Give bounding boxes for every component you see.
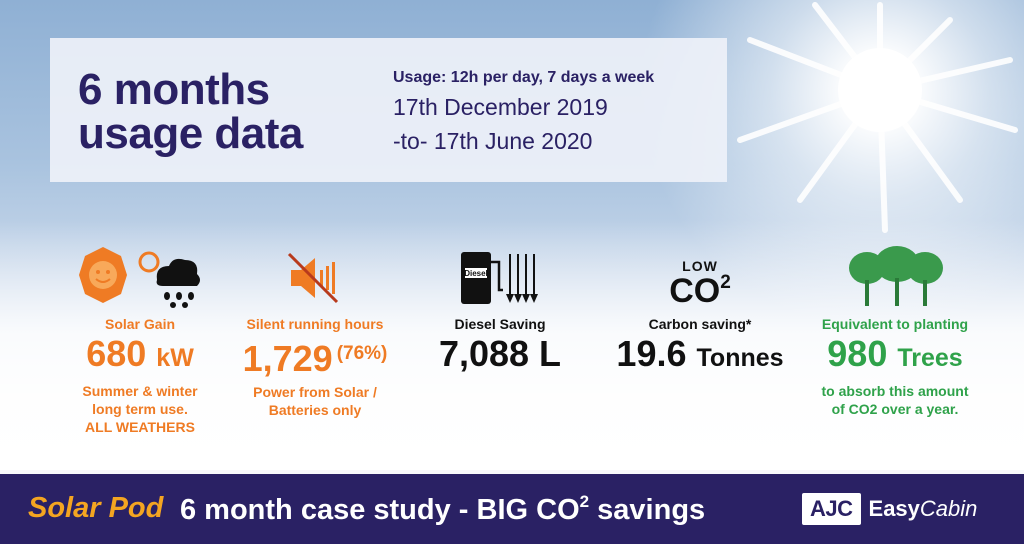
sun-and-rain-icon bbox=[40, 238, 240, 308]
stat-value: 7,088 L bbox=[438, 333, 562, 374]
stat-carbon-saving: LOW CO2 Carbon saving* 19.6 Tonnes bbox=[600, 238, 800, 378]
header-card: 6 months usage data Usage: 12h per day, … bbox=[50, 38, 727, 182]
diesel-pump-icon: Diesel bbox=[410, 238, 590, 308]
stat-solar-gain: Solar Gain 680 kW Summer & winter long t… bbox=[40, 238, 240, 436]
stat-trees: Equivalent to planting 980 Trees to abso… bbox=[800, 238, 990, 418]
stat-label: Silent running hours bbox=[246, 316, 384, 332]
footer-banner: Solar Pod 6 month case study - BIG CO2 s… bbox=[0, 474, 1024, 544]
stat-note: Power from Solar / Batteries only bbox=[253, 384, 377, 418]
logo-cabin: Cabin bbox=[919, 496, 978, 521]
stat-label: Carbon saving* bbox=[648, 316, 752, 332]
logo-box: AJC bbox=[802, 493, 861, 525]
footer-tagline: 6 month case study - BIG CO2 savings bbox=[180, 492, 706, 526]
usage-text: Usage: 12h per day, 7 days a week bbox=[393, 69, 655, 86]
trees-icon bbox=[800, 238, 990, 308]
stat-label: Solar Gain bbox=[104, 316, 176, 332]
stat-note: Summer & winter long term use. ALL WEATH… bbox=[82, 383, 198, 435]
stat-silent-running: Silent running hours 1,729 (76%) Power fr… bbox=[220, 238, 410, 419]
sun-icon bbox=[737, 2, 1018, 233]
company-logo: AJC Easy Cabin bbox=[802, 490, 977, 528]
page-title: 6 months usage data bbox=[78, 68, 358, 156]
low-co2-icon: LOW CO2 bbox=[669, 258, 731, 310]
stat-diesel-saving: Diesel Diesel Saving 7,088 L bbox=[410, 238, 590, 374]
stat-value: 19.6 Tonnes bbox=[616, 333, 784, 374]
stat-note: to absorb this amount of CO2 over a year… bbox=[821, 383, 969, 417]
svg-text:Diesel: Diesel bbox=[464, 269, 488, 278]
stat-value: 1,729 (76%) bbox=[242, 338, 388, 379]
title-line-2: usage data bbox=[78, 109, 303, 158]
date-from: 17th December 2019 bbox=[393, 94, 608, 120]
muted-speaker-icon bbox=[220, 238, 410, 308]
date-to: -to- 17th June 2020 bbox=[393, 128, 593, 154]
logo-easy: Easy bbox=[868, 496, 920, 521]
stat-label: Diesel Saving bbox=[454, 316, 546, 332]
stat-label: Equivalent to planting bbox=[821, 316, 969, 332]
title-line-1: 6 months bbox=[78, 65, 270, 114]
stat-value: 980 Trees bbox=[827, 333, 963, 374]
brand-name: Solar Pod bbox=[28, 492, 164, 524]
stat-value: 680 kW bbox=[86, 333, 194, 374]
